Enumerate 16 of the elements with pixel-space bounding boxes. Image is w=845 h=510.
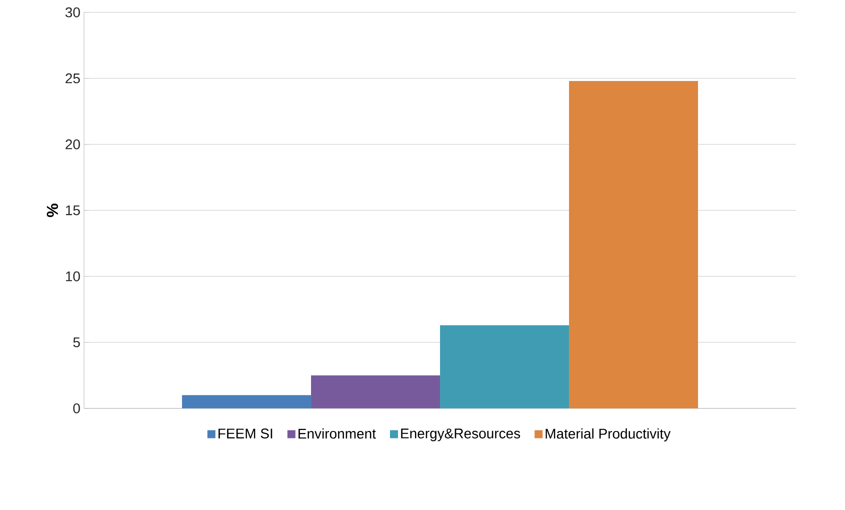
y-tick-label: 15 <box>66 205 80 216</box>
bar <box>569 80 698 408</box>
bar <box>182 395 312 408</box>
bar <box>311 375 440 408</box>
y-tick-label: 10 <box>66 271 80 282</box>
y-tick-label: 30 <box>65 7 80 18</box>
y-tick-label: 0 <box>73 403 80 414</box>
bar <box>440 325 570 408</box>
legend-label: Energy&Resources <box>401 428 520 442</box>
legend-label: FEEM SI <box>218 428 272 438</box>
y-tick-label: 20 <box>66 139 80 150</box>
legend-label: Environment <box>298 428 376 439</box>
legend-label: Material Productivity <box>546 428 671 442</box>
y-tick-label: 5 <box>73 337 80 348</box>
y-tick-label: 25 <box>66 73 80 84</box>
y-axis-title: % <box>46 204 58 218</box>
